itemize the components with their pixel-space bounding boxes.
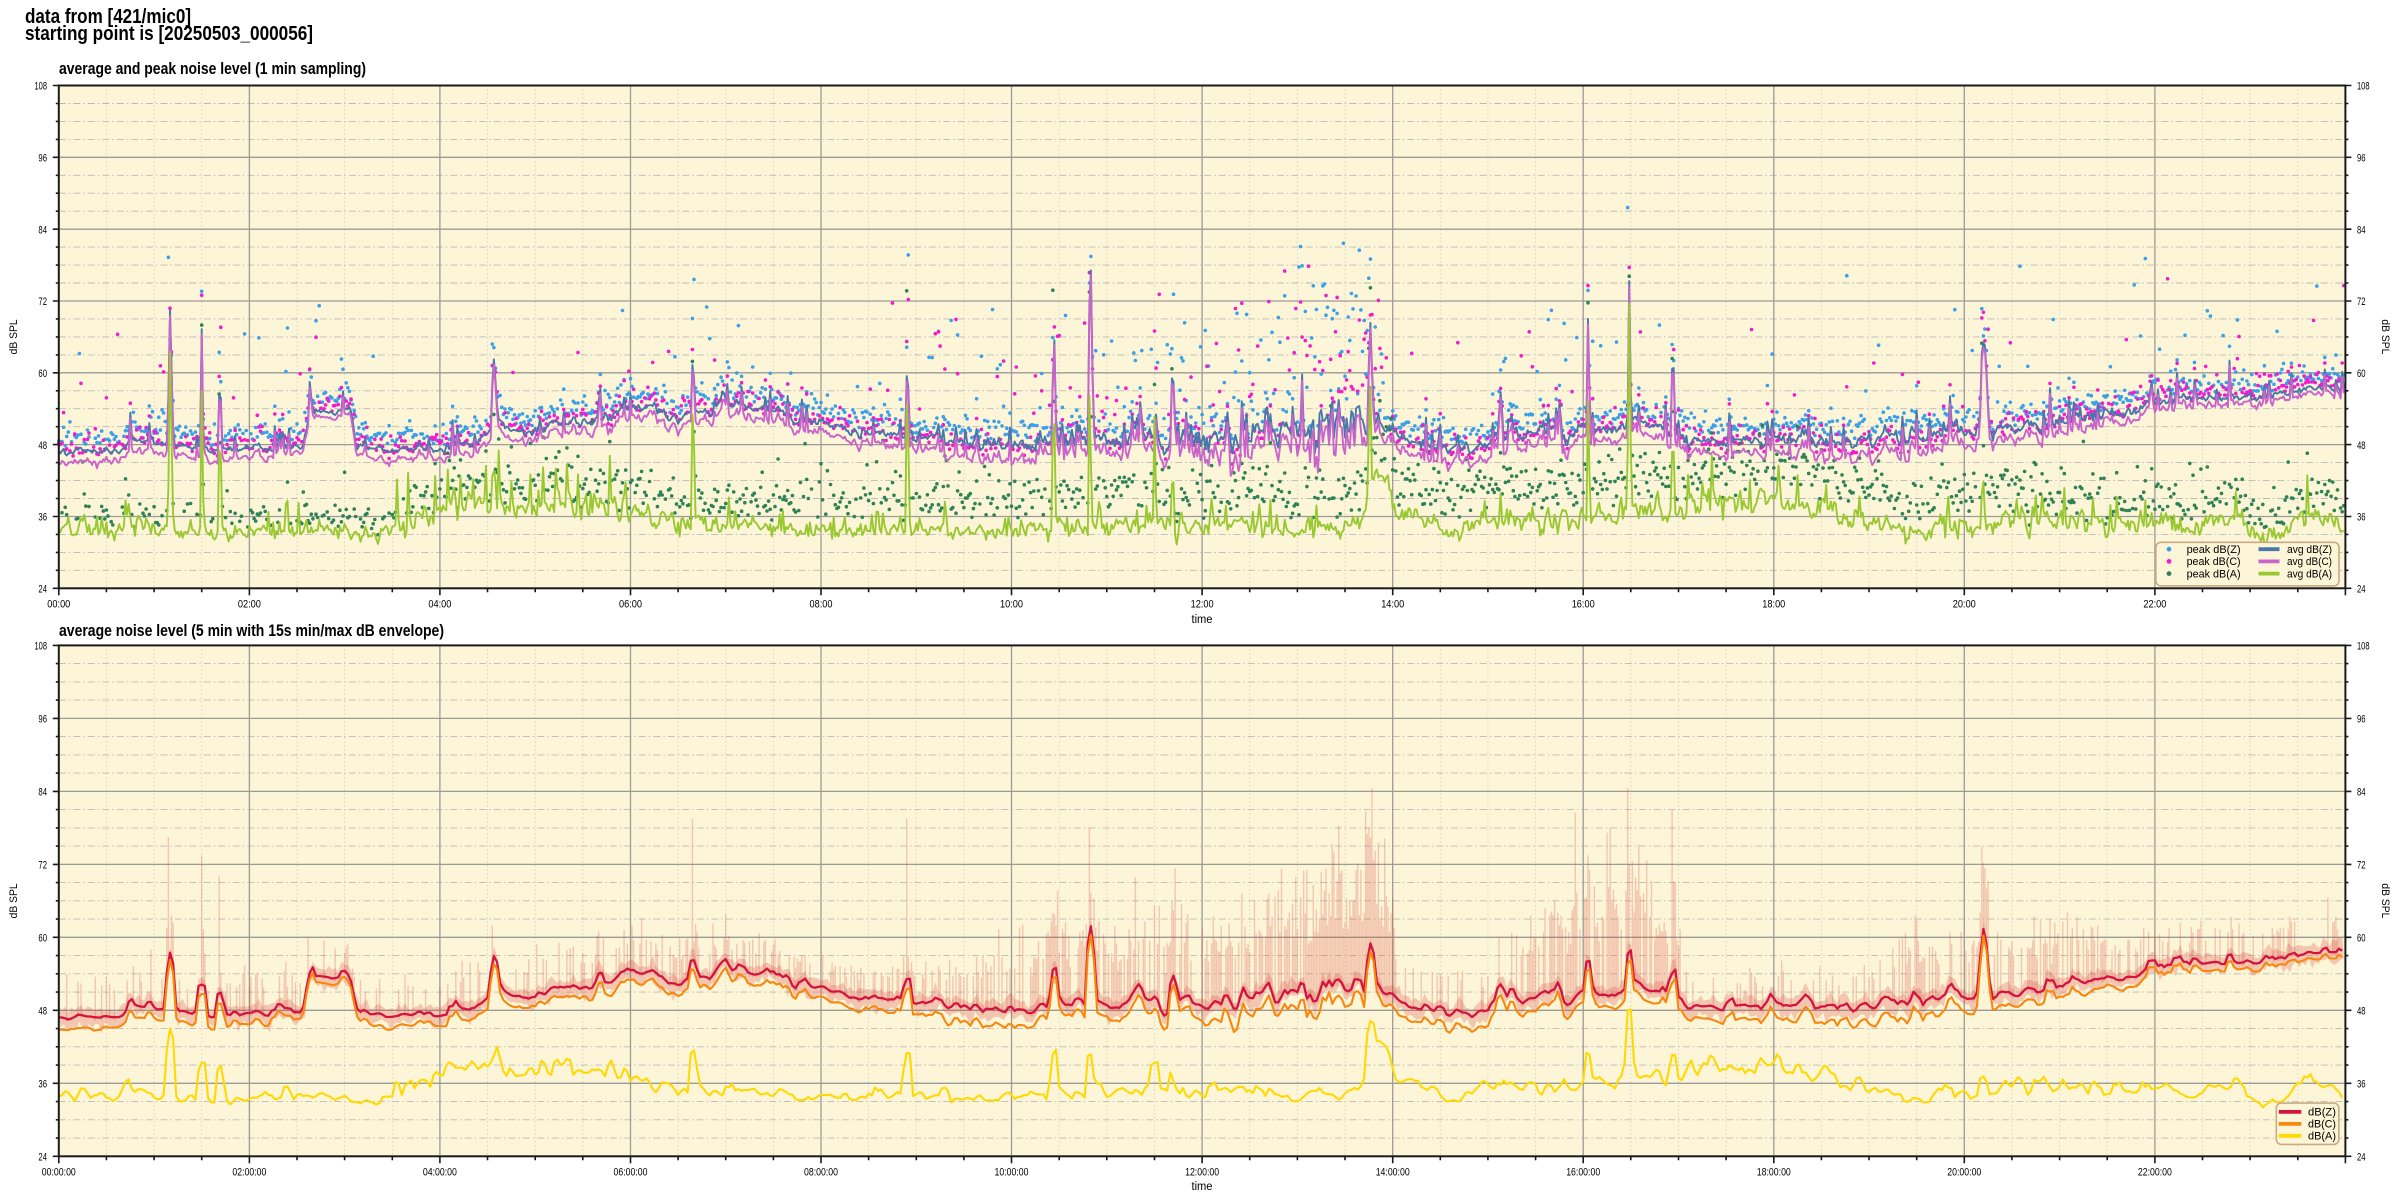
svg-text:108: 108 bbox=[2357, 81, 2370, 93]
svg-text:12:00: 12:00 bbox=[1191, 599, 1214, 611]
svg-text:48: 48 bbox=[38, 440, 47, 452]
svg-text:peak dB(Z): peak dB(Z) bbox=[2187, 544, 2241, 556]
svg-text:48: 48 bbox=[2357, 440, 2366, 452]
svg-text:06:00:00: 06:00:00 bbox=[614, 1167, 648, 1179]
svg-text:72: 72 bbox=[2357, 860, 2366, 872]
svg-text:84: 84 bbox=[38, 787, 47, 799]
svg-text:12:00:00: 12:00:00 bbox=[1185, 1167, 1219, 1179]
svg-text:20:00:00: 20:00:00 bbox=[1947, 1167, 1981, 1179]
svg-text:dB(A): dB(A) bbox=[2308, 1131, 2336, 1143]
svg-text:24: 24 bbox=[38, 584, 47, 596]
svg-text:96: 96 bbox=[2357, 714, 2366, 726]
svg-text:avg dB(Z): avg dB(Z) bbox=[2287, 544, 2332, 556]
svg-text:08:00: 08:00 bbox=[810, 599, 833, 611]
svg-text:48: 48 bbox=[38, 1006, 47, 1018]
svg-text:24: 24 bbox=[2357, 584, 2366, 596]
svg-text:18:00: 18:00 bbox=[1762, 599, 1785, 611]
svg-text:60: 60 bbox=[2357, 368, 2366, 380]
svg-text:96: 96 bbox=[2357, 153, 2366, 165]
svg-text:96: 96 bbox=[38, 714, 47, 726]
svg-text:20:00: 20:00 bbox=[1953, 599, 1976, 611]
svg-text:84: 84 bbox=[38, 224, 47, 236]
svg-text:96: 96 bbox=[38, 153, 47, 165]
svg-text:06:00: 06:00 bbox=[619, 599, 642, 611]
svg-text:36: 36 bbox=[38, 512, 47, 524]
svg-text:time: time bbox=[1192, 1181, 1213, 1193]
svg-text:60: 60 bbox=[2357, 933, 2366, 945]
svg-text:time: time bbox=[1192, 614, 1213, 626]
svg-text:24: 24 bbox=[2357, 1152, 2366, 1164]
svg-text:dB SPL: dB SPL bbox=[2379, 319, 2391, 354]
svg-text:08:00:00: 08:00:00 bbox=[804, 1167, 838, 1179]
svg-text:14:00: 14:00 bbox=[1381, 599, 1404, 611]
svg-text:avg dB(C): avg dB(C) bbox=[2287, 556, 2332, 568]
svg-text:04:00:00: 04:00:00 bbox=[423, 1167, 457, 1179]
svg-text:00:00: 00:00 bbox=[47, 599, 70, 611]
svg-text:peak dB(C): peak dB(C) bbox=[2187, 556, 2241, 568]
svg-text:10:00: 10:00 bbox=[1000, 599, 1023, 611]
svg-text:data from [421/mic0]: data from [421/mic0] bbox=[25, 6, 191, 28]
svg-text:02:00:00: 02:00:00 bbox=[232, 1167, 266, 1179]
svg-text:108: 108 bbox=[2357, 641, 2370, 653]
svg-text:starting point is [20250503_00: starting point is [20250503_000056] bbox=[25, 23, 313, 45]
svg-text:16:00: 16:00 bbox=[1572, 599, 1595, 611]
svg-text:average noise level (5 min wit: average noise level (5 min with 15s min/… bbox=[59, 621, 444, 640]
svg-text:24: 24 bbox=[38, 1152, 47, 1164]
svg-text:dB(Z): dB(Z) bbox=[2308, 1107, 2336, 1119]
svg-text:dB(C): dB(C) bbox=[2308, 1119, 2336, 1131]
svg-text:dB SPL: dB SPL bbox=[8, 883, 20, 918]
svg-text:average and peak noise level (: average and peak noise level (1 min samp… bbox=[59, 59, 366, 78]
svg-text:108: 108 bbox=[35, 641, 48, 653]
svg-text:10:00:00: 10:00:00 bbox=[995, 1167, 1029, 1179]
svg-text:16:00:00: 16:00:00 bbox=[1566, 1167, 1600, 1179]
svg-text:22:00:00: 22:00:00 bbox=[2138, 1167, 2172, 1179]
svg-text:48: 48 bbox=[2357, 1006, 2366, 1018]
svg-text:00:00:00: 00:00:00 bbox=[42, 1167, 76, 1179]
svg-text:dB SPL: dB SPL bbox=[8, 319, 20, 354]
svg-text:18:00:00: 18:00:00 bbox=[1757, 1167, 1791, 1179]
svg-text:04:00: 04:00 bbox=[428, 599, 451, 611]
svg-text:36: 36 bbox=[38, 1079, 47, 1091]
svg-text:36: 36 bbox=[2357, 512, 2366, 524]
svg-text:14:00:00: 14:00:00 bbox=[1376, 1167, 1410, 1179]
svg-text:02:00: 02:00 bbox=[238, 599, 261, 611]
svg-text:peak dB(A): peak dB(A) bbox=[2187, 568, 2241, 580]
svg-text:60: 60 bbox=[38, 933, 47, 945]
svg-text:84: 84 bbox=[2357, 224, 2366, 236]
svg-text:84: 84 bbox=[2357, 787, 2366, 799]
svg-text:22:00: 22:00 bbox=[2143, 599, 2166, 611]
svg-text:36: 36 bbox=[2357, 1079, 2366, 1091]
svg-text:72: 72 bbox=[38, 860, 47, 872]
svg-text:72: 72 bbox=[2357, 296, 2366, 308]
svg-text:avg dB(A): avg dB(A) bbox=[2287, 568, 2332, 580]
svg-text:60: 60 bbox=[38, 368, 47, 380]
svg-text:108: 108 bbox=[35, 81, 48, 93]
svg-text:dB SPL: dB SPL bbox=[2379, 883, 2391, 918]
svg-text:72: 72 bbox=[38, 296, 47, 308]
